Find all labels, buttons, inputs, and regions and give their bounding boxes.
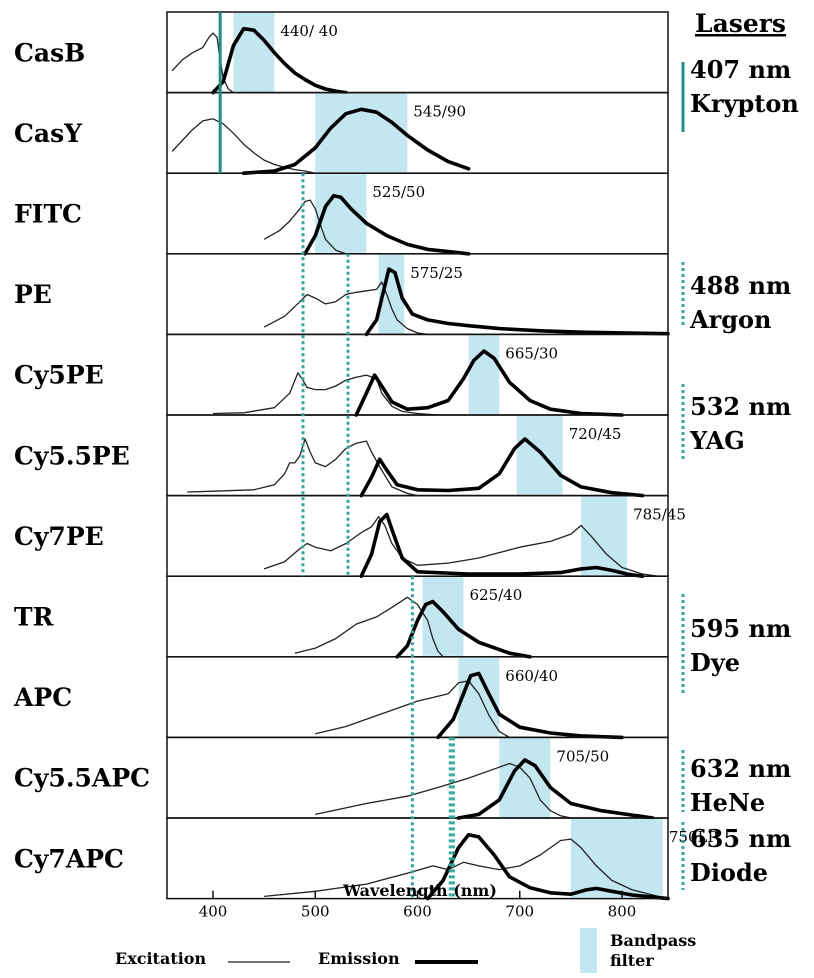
excitation-curve xyxy=(264,838,669,900)
emission-curve xyxy=(241,107,471,175)
laser-type-label: Krypton xyxy=(690,89,799,118)
emission-curve xyxy=(364,267,670,337)
emission-curve xyxy=(456,758,655,820)
dye-label: Cy7APC xyxy=(14,844,124,873)
legend: Excitation Emission Bandpass filter xyxy=(115,928,696,973)
emission-curve xyxy=(359,437,645,498)
bandpass-filter xyxy=(468,335,500,414)
panel-apc: APC 660/40 xyxy=(13,656,669,740)
spectra-panels: CasB 440/ 40 CasY 545/90 FITC 525/50 PE 575/25 C… xyxy=(13,11,718,901)
dye-label: CasY xyxy=(14,119,83,148)
x-tick-label: 400 xyxy=(199,903,228,921)
laser-wavelength-label: 595 nm xyxy=(690,614,791,643)
panel-frame xyxy=(166,333,669,416)
emission-curve xyxy=(395,599,532,659)
emission-curve xyxy=(359,512,645,578)
laser-wavelength-label: 407 nm xyxy=(690,55,791,84)
filter-label: 625/40 xyxy=(470,586,523,604)
laser-type-label: HeNe xyxy=(690,788,765,817)
emission-curve xyxy=(436,671,624,740)
bandpass-filter xyxy=(458,657,500,737)
bandpass-filter xyxy=(570,819,663,898)
filter-label: 665/30 xyxy=(505,344,558,362)
panel-cy5-5pe: Cy5.5PE 720/45 xyxy=(14,414,669,498)
emission-curve xyxy=(303,193,471,256)
panel-pe: PE 575/25 xyxy=(14,253,670,337)
legend-filter-label-1: Bandpass xyxy=(610,931,696,950)
excitation-curve xyxy=(212,372,438,416)
legend-excitation-label: Excitation xyxy=(115,949,206,968)
lasers-heading: Lasers xyxy=(695,9,786,38)
panel-fitc: FITC 525/50 xyxy=(14,172,669,256)
laser-labels: 407 nm Krypton 488 nm Argon 532 nm YAG 595 nm D… xyxy=(681,55,799,890)
excitation-curve xyxy=(294,596,444,658)
excitation-curve xyxy=(263,199,347,255)
bandpass-filter xyxy=(422,577,464,656)
x-tick-label: 800 xyxy=(608,903,637,921)
filter-label: 660/40 xyxy=(505,667,558,685)
filter-label: 750LP xyxy=(669,828,718,846)
filter-label: 720/45 xyxy=(569,425,622,443)
dye-label: Cy7PE xyxy=(14,522,104,551)
dye-label: FITC xyxy=(14,200,82,229)
laser-type-label: Dye xyxy=(690,648,740,677)
dye-label: Cy5.5PE xyxy=(14,441,130,470)
filter-label: 545/90 xyxy=(413,103,466,121)
x-axis: Wavelength (nm) 400 500 600 700 800 xyxy=(199,881,637,921)
excitation-curve xyxy=(171,118,316,174)
dye-label: APC xyxy=(13,683,72,712)
filter-label: 705/50 xyxy=(556,747,609,765)
panel-frame xyxy=(166,575,669,658)
excitation-curve xyxy=(171,32,234,94)
panel-casy: CasY 545/90 xyxy=(14,91,669,175)
filter-label: 525/50 xyxy=(372,183,425,201)
excitation-curve xyxy=(315,762,572,819)
laser-type-label: YAG xyxy=(689,426,745,455)
filter-label: 785/45 xyxy=(633,506,686,524)
laser-type-label: Diode xyxy=(690,858,768,887)
emission-curve xyxy=(354,349,624,417)
x-tick-label: 600 xyxy=(403,903,432,921)
bandpass-filter xyxy=(315,93,408,173)
legend-filter-swatch xyxy=(580,928,597,973)
panel-cy5-5apc: Cy5.5APC 705/50 xyxy=(14,736,669,820)
panel-tr: TR 625/40 xyxy=(14,575,669,659)
dye-label: Cy5PE xyxy=(14,361,104,390)
panel-frame xyxy=(166,656,669,739)
x-tick-label: 500 xyxy=(301,903,330,921)
excitation-curve xyxy=(263,281,428,336)
panel-cy5pe: Cy5PE 665/30 xyxy=(14,333,669,417)
legend-filter-label-2: filter xyxy=(610,951,654,970)
panel-casb: CasB 440/ 40 xyxy=(14,11,669,95)
panel-cy7pe: Cy7PE 785/45 xyxy=(14,494,686,578)
bandpass-filter xyxy=(233,13,275,92)
laser-wavelength-label: 532 nm xyxy=(690,392,791,421)
dye-label: TR xyxy=(14,603,54,632)
bandpass-filter xyxy=(516,416,563,495)
laser-lines xyxy=(218,12,455,899)
filter-label: 575/25 xyxy=(410,264,463,282)
dye-label: Cy5.5APC xyxy=(14,764,150,793)
laser-wavelength-label: 635 nm xyxy=(690,824,791,853)
laser-wavelength-label: 632 nm xyxy=(690,754,791,783)
laser-wavelength-label: 488 nm xyxy=(690,271,791,300)
laser-type-label: Argon xyxy=(689,305,772,334)
excitation-curve xyxy=(315,680,510,738)
filter-label: 440/ 40 xyxy=(280,22,338,40)
x-axis-title: Wavelength (nm) xyxy=(342,881,497,900)
bandpass-filter xyxy=(581,496,628,576)
dye-label: PE xyxy=(14,280,52,309)
emission-curve xyxy=(211,26,348,95)
dye-label: CasB xyxy=(14,38,85,67)
x-tick-label: 700 xyxy=(505,903,534,921)
legend-emission-label: Emission xyxy=(318,949,400,968)
